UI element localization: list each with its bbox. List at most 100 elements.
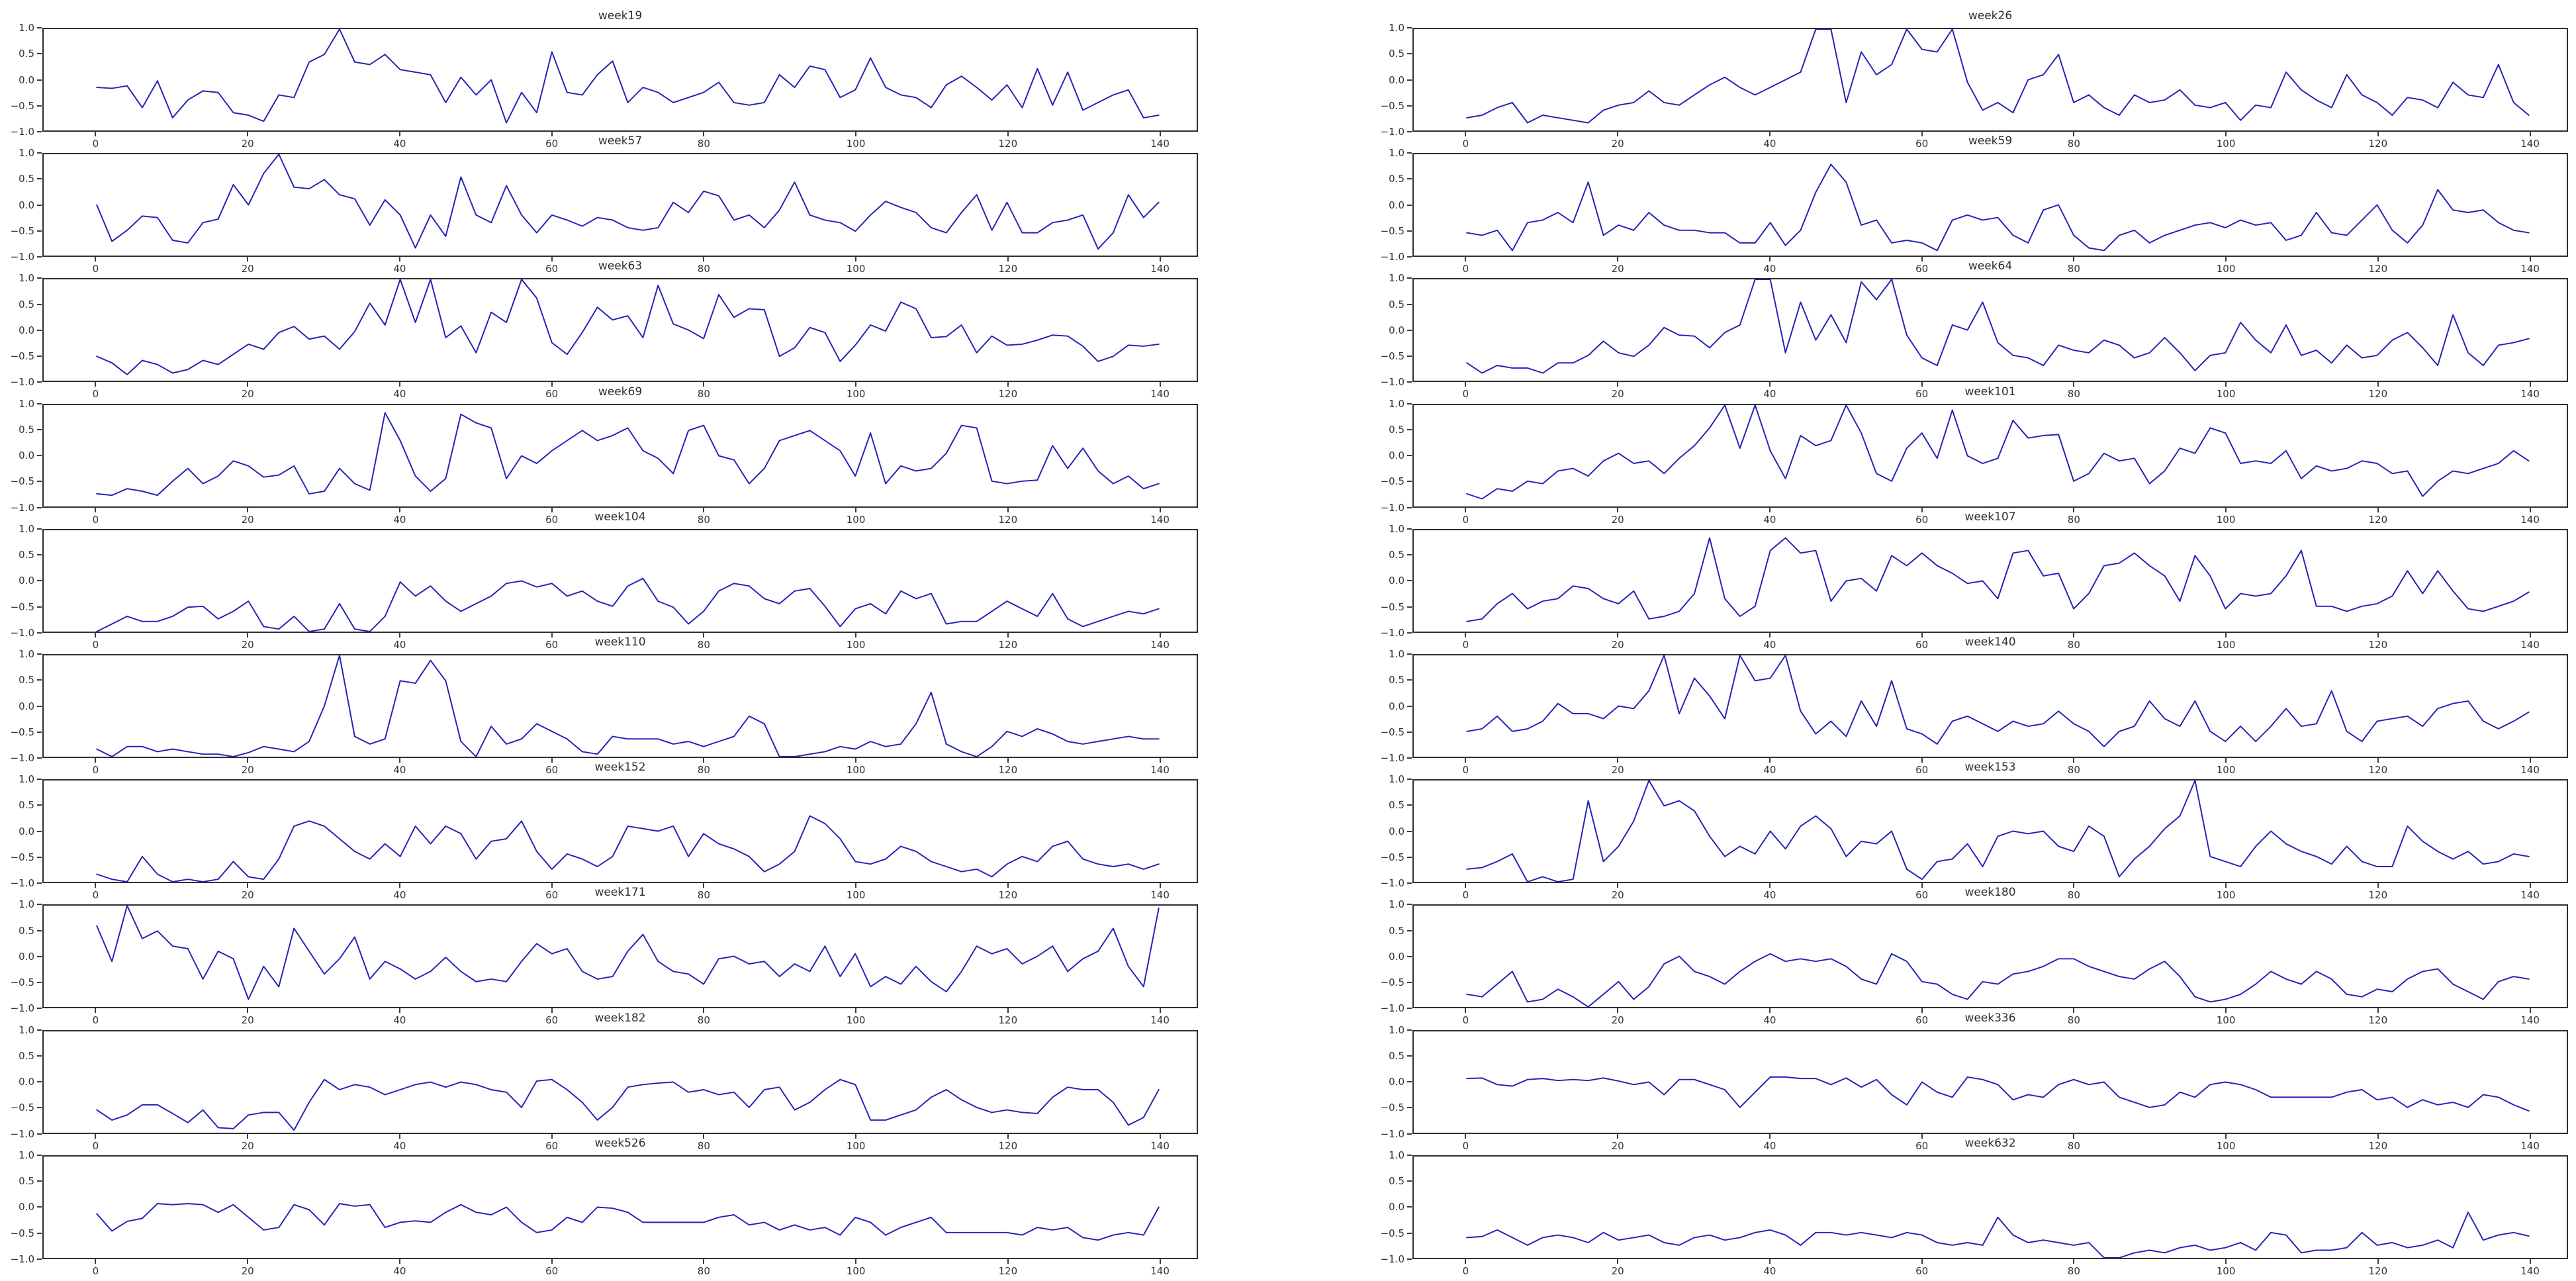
y-tick-label: 0.5 bbox=[19, 549, 34, 561]
y-tick-mark bbox=[1407, 882, 1412, 884]
x-tick-label: 140 bbox=[2520, 513, 2540, 526]
y-tick-label: 0.0 bbox=[1389, 700, 1404, 712]
x-tick-label: 140 bbox=[1150, 513, 1170, 526]
y-tick-label: 1.0 bbox=[19, 522, 34, 535]
x-tick-mark bbox=[1007, 758, 1009, 763]
y-tick-mark bbox=[1407, 381, 1412, 383]
x-tick-mark bbox=[2073, 758, 2075, 763]
y-tick-label: 0.5 bbox=[19, 173, 34, 185]
x-tick-mark bbox=[2073, 507, 2075, 512]
x-tick-label: 40 bbox=[393, 388, 406, 401]
plot-area bbox=[42, 403, 1198, 508]
x-tick-label: 80 bbox=[2067, 889, 2080, 902]
x-tick-label: 100 bbox=[2216, 889, 2236, 902]
series-line bbox=[1466, 164, 2530, 252]
series-line bbox=[1466, 1211, 2530, 1258]
y-tick-mark bbox=[37, 528, 42, 530]
x-tick-label: 40 bbox=[393, 138, 406, 150]
y-tick-mark bbox=[1407, 506, 1412, 508]
x-tick-label: 20 bbox=[1611, 138, 1624, 150]
x-tick-label: 100 bbox=[846, 638, 866, 651]
y-tick-mark bbox=[37, 1180, 42, 1182]
x-tick-mark bbox=[398, 382, 400, 387]
line-chart-svg bbox=[96, 29, 1160, 124]
x-tick-label: 0 bbox=[92, 388, 99, 401]
x-tick-mark bbox=[703, 1008, 705, 1014]
y-tick-mark bbox=[37, 481, 42, 483]
x-tick-label: 0 bbox=[92, 263, 99, 275]
y-tick-mark bbox=[37, 982, 42, 984]
x-tick-label: 40 bbox=[1763, 1139, 1776, 1152]
x-tick-mark bbox=[2377, 507, 2379, 512]
x-tick-mark bbox=[1921, 632, 1923, 638]
plot-area bbox=[1412, 1155, 2568, 1259]
subplot-title: week19 bbox=[598, 9, 643, 23]
line-chart-svg bbox=[96, 906, 1160, 1000]
x-tick-mark bbox=[855, 1258, 857, 1264]
x-tick-label: 100 bbox=[2216, 1139, 2236, 1152]
x-tick-label: 20 bbox=[1611, 638, 1624, 651]
y-tick-mark bbox=[1407, 1258, 1412, 1260]
x-tick-label: 60 bbox=[545, 638, 559, 651]
x-tick-mark bbox=[1007, 883, 1009, 888]
x-tick-mark bbox=[1617, 883, 1619, 888]
y-tick-mark bbox=[1407, 105, 1412, 107]
x-tick-label: 120 bbox=[2368, 138, 2388, 150]
x-tick-label: 140 bbox=[2520, 138, 2540, 150]
y-tick-mark bbox=[1407, 1081, 1412, 1083]
y-tick-mark bbox=[1407, 1133, 1412, 1135]
x-tick-label: 140 bbox=[2520, 1139, 2540, 1152]
x-tick-mark bbox=[95, 132, 97, 136]
x-tick-label: 0 bbox=[92, 1139, 99, 1152]
subplot-title: week64 bbox=[1968, 260, 2013, 273]
x-tick-mark bbox=[2225, 1133, 2227, 1139]
x-tick-label: 120 bbox=[998, 388, 1018, 401]
x-tick-mark bbox=[2377, 632, 2379, 638]
x-tick-mark bbox=[398, 1133, 400, 1139]
x-tick-label: 60 bbox=[1915, 513, 1929, 526]
x-tick-label: 120 bbox=[998, 263, 1018, 275]
y-tick-mark bbox=[37, 929, 42, 931]
x-tick-mark bbox=[1465, 507, 1467, 512]
line-chart-svg bbox=[96, 1202, 1160, 1241]
y-tick-mark bbox=[37, 256, 42, 258]
y-tick-label: 1.0 bbox=[1389, 898, 1404, 911]
y-tick-label: 1.0 bbox=[1389, 397, 1404, 410]
x-tick-mark bbox=[95, 1133, 97, 1139]
x-tick-mark bbox=[1159, 382, 1161, 387]
y-tick-label: 0.0 bbox=[19, 450, 34, 462]
x-tick-label: 140 bbox=[1150, 889, 1170, 902]
x-tick-mark bbox=[398, 1008, 400, 1014]
x-tick-mark bbox=[247, 132, 249, 136]
y-tick-label: 1.0 bbox=[1389, 648, 1404, 660]
x-tick-mark bbox=[2529, 632, 2531, 638]
series-line bbox=[96, 815, 1160, 882]
x-tick-label: 120 bbox=[2368, 638, 2388, 651]
y-tick-mark bbox=[37, 856, 42, 858]
x-tick-mark bbox=[2225, 632, 2227, 638]
y-tick-mark bbox=[1407, 580, 1412, 582]
x-tick-label: 120 bbox=[998, 764, 1018, 776]
x-tick-label: 20 bbox=[1611, 889, 1624, 902]
x-tick-label: 120 bbox=[998, 1014, 1018, 1027]
y-tick-mark bbox=[37, 381, 42, 383]
subplot-title: week57 bbox=[598, 134, 643, 148]
y-tick-mark bbox=[1407, 804, 1412, 806]
x-tick-mark bbox=[398, 132, 400, 136]
x-tick-label: 120 bbox=[998, 513, 1018, 526]
x-tick-mark bbox=[2377, 758, 2379, 763]
series-line bbox=[1466, 1076, 2530, 1112]
x-tick-label: 100 bbox=[846, 388, 866, 401]
x-tick-mark bbox=[1769, 758, 1771, 763]
y-tick-mark bbox=[37, 1008, 42, 1010]
x-tick-mark bbox=[95, 1258, 97, 1264]
x-tick-mark bbox=[551, 257, 553, 262]
y-tick-label: −1.0 bbox=[1380, 501, 1404, 514]
y-tick-mark bbox=[1407, 731, 1412, 733]
y-tick-label: 0.5 bbox=[19, 423, 34, 436]
x-tick-label: 120 bbox=[2368, 889, 2388, 902]
x-tick-mark bbox=[1921, 1258, 1923, 1264]
subplot-title: week526 bbox=[594, 1136, 646, 1150]
x-tick-label: 60 bbox=[545, 1264, 559, 1277]
y-tick-label: 0.0 bbox=[1389, 1201, 1404, 1213]
